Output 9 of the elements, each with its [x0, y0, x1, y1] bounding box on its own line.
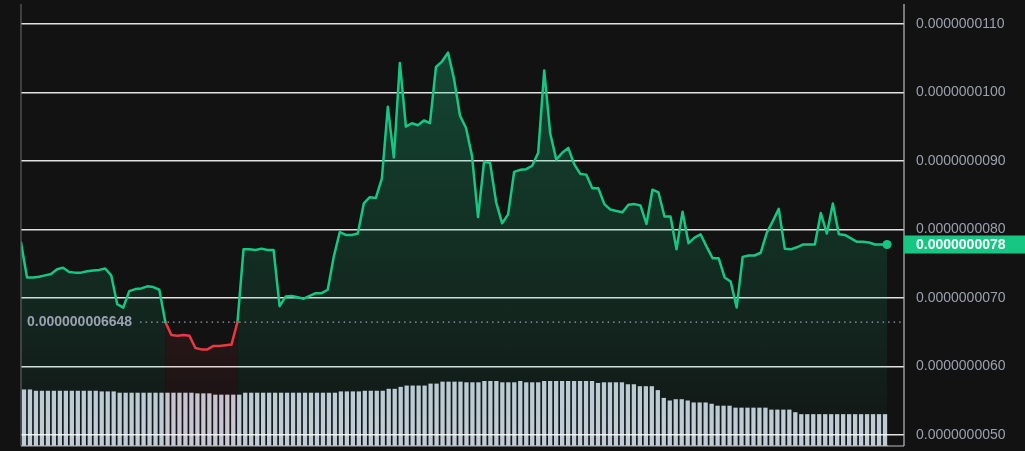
- y-tick-label: 0.0000000100: [916, 83, 1006, 100]
- y-tick-label: 0.0000000110: [916, 14, 1005, 31]
- data-label: 0.0000000078: [916, 235, 1006, 252]
- ref-line-label: 0.000000006648: [27, 312, 133, 329]
- y-tick-label: 0.0000000060: [916, 357, 1006, 374]
- y-tick-label: 0.0000000050: [916, 425, 1006, 442]
- y-tick-label: 0.0000000080: [916, 220, 1006, 237]
- y-tick-label: 0.0000000070: [916, 288, 1006, 305]
- y-tick-label: 0.0000000090: [916, 151, 1006, 168]
